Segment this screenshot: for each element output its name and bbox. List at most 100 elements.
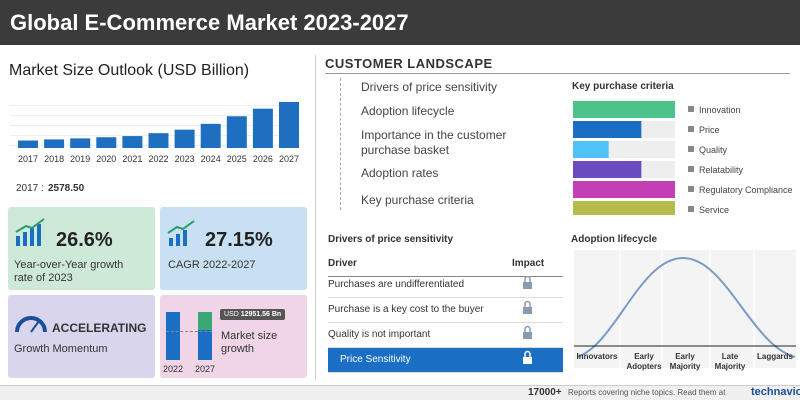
x-tick-label: 2025 — [227, 154, 247, 164]
x-tick-label: 2024 — [201, 154, 221, 164]
legend-label: Relatability — [699, 165, 744, 175]
legend-label: Innovation — [699, 105, 741, 115]
bar — [573, 141, 609, 158]
growth-bar — [166, 312, 180, 360]
stat-box — [160, 295, 307, 378]
list-item: Adoption rates — [361, 166, 439, 180]
bar — [44, 139, 65, 148]
bar — [252, 108, 273, 148]
year: 2022 — [163, 364, 184, 374]
brand: technavio — [751, 386, 800, 398]
bar — [226, 116, 247, 148]
legend-swatch — [688, 206, 694, 212]
divider — [315, 55, 316, 380]
stat-box — [160, 207, 307, 290]
bar — [174, 129, 195, 148]
list-item: Drivers of price sensitivity — [361, 80, 498, 94]
stage-label: Late Majority — [714, 352, 746, 371]
table-row: Purchases are undifferentiated — [328, 273, 563, 298]
x-tick-label: 2027 — [279, 154, 299, 164]
stat-box — [8, 207, 155, 290]
stat-label: Growth Momentum — [14, 343, 108, 355]
cell: Quality is not important — [328, 329, 431, 340]
growth-tag: USD 12951.56 Bn — [220, 309, 286, 320]
header-bar — [0, 0, 800, 45]
section-title: Drivers of price sensitivity — [328, 234, 454, 245]
x-tick-label: 2019 — [70, 154, 90, 164]
stat-label: Year-over-Year growth rate of 2023 — [14, 259, 124, 284]
footer-text: Reports covering niche topics. Read them… — [568, 388, 726, 397]
bar — [122, 136, 143, 148]
legend-swatch — [688, 146, 694, 152]
footer-count: 17000+ — [528, 387, 562, 398]
section-title: Market Size Outlook (USD Billion) — [9, 62, 250, 79]
bar — [573, 121, 642, 138]
year: 2027 — [195, 364, 216, 374]
stat-box — [8, 295, 155, 378]
stat-label: CAGR 2022-2027 — [168, 259, 256, 271]
guide — [166, 331, 212, 332]
bar — [573, 181, 675, 198]
cell: Purchase is a key cost to the buyer — [328, 304, 484, 315]
legend-label: Quality — [699, 145, 728, 155]
stage-label: Laggards — [756, 352, 793, 361]
table-header: Driver Impact — [328, 252, 563, 277]
x-tick-label: 2018 — [44, 154, 64, 164]
legend-label: Regulatory Compliance — [699, 185, 793, 195]
bar — [96, 137, 117, 148]
legend-swatch — [688, 166, 694, 172]
criteria-chart: Innovation Price Quality Relatability Regula… — [573, 101, 793, 215]
legend-swatch — [688, 186, 694, 192]
market-chart: 2017 2018 2019 2020 2021 2022 2023 2024 2025 2026… — [18, 102, 299, 164]
bar — [573, 201, 675, 215]
x-tick-label: 2017 — [18, 154, 38, 164]
bar — [148, 133, 169, 148]
legend-label: Service — [699, 205, 729, 215]
header-cell: Driver — [328, 258, 357, 269]
header-cell: Impact — [512, 258, 545, 269]
stage-label: Innovators — [576, 352, 618, 361]
legend-label: Price — [699, 125, 720, 135]
bar — [573, 101, 675, 118]
list-item: Importance in the customer purchase bask… — [361, 128, 507, 157]
cell: Price Sensitivity — [340, 354, 411, 365]
growth-bar — [198, 312, 212, 330]
rule — [325, 73, 790, 74]
cell: Purchases are undifferentiated — [328, 279, 465, 290]
base-year: 2017 : — [16, 183, 44, 194]
stat-label: Market size growth — [221, 330, 278, 355]
table-row: Purchase is a key cost to the buyer — [328, 298, 563, 323]
table-row: Quality is not important — [328, 323, 563, 348]
icon — [15, 218, 45, 246]
x-tick-label: 2020 — [96, 154, 116, 164]
lifecycle-curve — [574, 250, 796, 368]
section-title: CUSTOMER LANDSCAPE — [325, 56, 493, 71]
x-tick-label: 2026 — [253, 154, 273, 164]
icon — [167, 220, 195, 246]
bar — [573, 161, 642, 178]
x-tick-label: 2023 — [175, 154, 195, 164]
stat-value: 27.15% — [205, 229, 273, 251]
stat-value: ACCELERATING — [52, 321, 147, 335]
x-tick-label: 2021 — [122, 154, 142, 164]
list-item: Adoption lifecycle — [361, 104, 455, 118]
connector — [340, 78, 341, 210]
x-tick-label: 2022 — [148, 154, 168, 164]
stage-label: Early Adopters — [626, 352, 662, 371]
bar — [70, 138, 91, 148]
bar — [279, 102, 299, 148]
bar — [200, 123, 221, 148]
amount: 12951.56 Bn — [240, 311, 282, 318]
bar — [18, 140, 38, 148]
lock-icons — [523, 276, 532, 364]
legend-swatch — [688, 126, 694, 132]
section-title: Key purchase criteria — [572, 81, 674, 92]
list-item: Key purchase criteria — [361, 193, 474, 207]
title: Global E-Commerce Market 2023-2027 — [10, 10, 409, 35]
base-value: 2578.50 — [48, 183, 85, 194]
footer-bar — [0, 385, 800, 400]
section-title: Adoption lifecycle — [571, 234, 658, 245]
currency: USD — [224, 311, 239, 318]
stage-label: Early Majority — [669, 352, 701, 371]
